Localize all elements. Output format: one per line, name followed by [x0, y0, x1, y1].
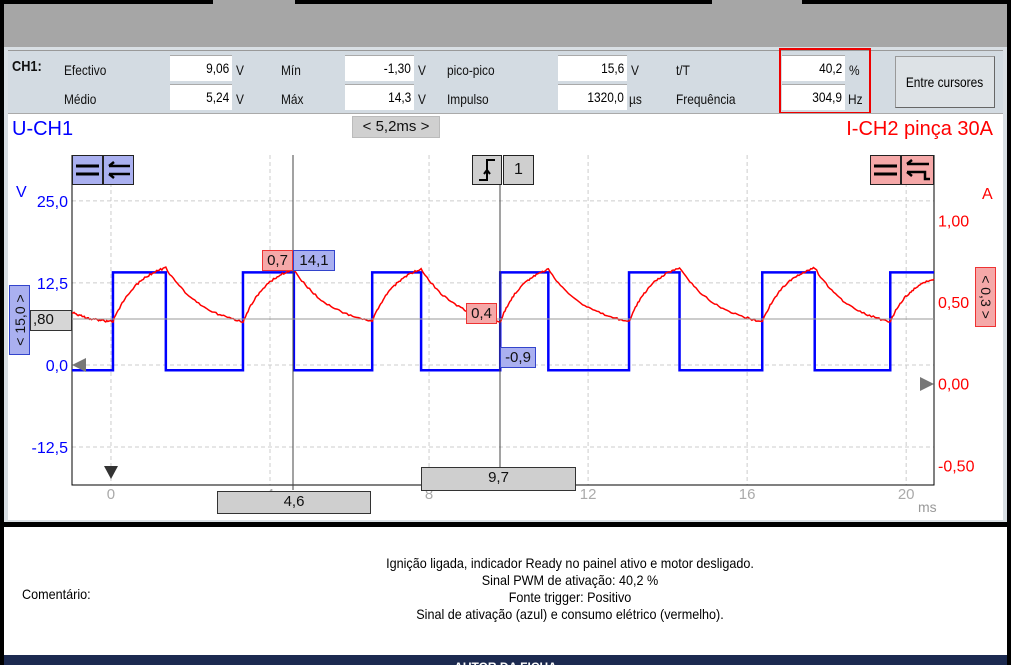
- equals-icon: [874, 164, 897, 176]
- cursor-1-ch2-readout: 0,7: [262, 250, 293, 271]
- y-right-tick-label: 0,00: [938, 377, 969, 394]
- arrow-left-icon: [108, 161, 130, 179]
- y-right-unit: A: [982, 186, 993, 203]
- unit: µs: [629, 91, 642, 107]
- min-label: Mín: [281, 62, 301, 78]
- unit: V: [631, 62, 639, 78]
- y-right-tick-label: 1,00: [938, 213, 969, 230]
- y-left-tick-label: 25,0: [37, 194, 68, 211]
- ch1-zero-marker-icon: [72, 358, 86, 372]
- rising-edge-icon: [479, 159, 495, 181]
- unit: Hz: [848, 91, 863, 107]
- ch1-offset-button[interactable]: [103, 155, 134, 185]
- equals-icon: [76, 164, 99, 176]
- ch2-offset-button[interactable]: [901, 155, 934, 185]
- plot-background: [72, 155, 934, 485]
- horizontal-cursor-handle[interactable]: ,80: [30, 310, 72, 331]
- comment-line: Ignição ligada, indicador Ready no paine…: [386, 555, 754, 571]
- channel-label: CH1:: [12, 58, 42, 75]
- comment-section: Comentário: Ignição ligada, indicador Re…: [4, 527, 1007, 655]
- ch2-scale-button[interactable]: [870, 155, 901, 185]
- x-tick-label: 20: [898, 486, 915, 503]
- cursor-2-ch2-readout: 0,4: [466, 303, 497, 324]
- ch1-title: U-CH1: [12, 118, 74, 140]
- unit: V: [236, 62, 244, 78]
- comment-line: Fonte trigger: Positivo: [508, 589, 632, 605]
- medio-value: 5,24: [170, 84, 232, 110]
- comment-line: Sinal de ativação (azul) e consumo elétr…: [416, 606, 724, 622]
- unit: V: [418, 62, 426, 78]
- cursor-2-ch1-readout: -0,9: [500, 347, 536, 368]
- picopico-label: pico-pico: [447, 62, 495, 78]
- arrow-left-icon: [906, 159, 930, 181]
- divider: [4, 522, 1007, 527]
- medio-label: Médio: [64, 91, 97, 107]
- x-tick-label: 0: [107, 486, 115, 503]
- max-value: 14,3: [345, 84, 414, 110]
- top-tab: [213, 0, 295, 6]
- frequencia-value: 304,9: [782, 84, 845, 110]
- comment-label: Comentário:: [22, 586, 91, 602]
- timebase-button[interactable]: < 5,2ms >: [352, 116, 440, 138]
- picopico-value: 15,6: [558, 55, 627, 81]
- trigger-channel-button[interactable]: 1: [503, 155, 534, 185]
- frequencia-label: Frequência: [676, 91, 736, 107]
- comment-line: Sinal PWM de ativação: 40,2 %: [481, 572, 659, 588]
- footer-bar: AUTOR DA FICHA: [4, 655, 1007, 665]
- impulso-label: Impulso: [447, 91, 489, 107]
- max-label: Máx: [281, 91, 304, 107]
- x-tick-label: 16: [739, 486, 756, 503]
- y-right-tick-label: 0,50: [938, 295, 969, 312]
- tT-value: 40,2: [782, 55, 845, 81]
- efectivo-value: 9,06: [170, 55, 232, 81]
- y-left-tick-label: 0,0: [46, 358, 68, 375]
- trigger-position-marker-icon: [104, 466, 118, 479]
- unit: V: [236, 91, 244, 107]
- efectivo-label: Efectivo: [64, 62, 107, 78]
- x-unit: ms: [918, 499, 937, 515]
- top-band: [4, 4, 1007, 47]
- ch2-title: I-CH2 pinça 30A: [846, 118, 993, 140]
- impulso-value: 1320,0: [558, 84, 627, 110]
- between-cursors-button[interactable]: Entre cursores: [895, 56, 995, 108]
- ch1-scale-button[interactable]: [72, 155, 103, 185]
- top-tab: [712, 0, 802, 6]
- ch2-zero-marker-icon: [920, 377, 934, 391]
- min-value: -1,30: [345, 55, 414, 81]
- y-left-unit: V: [16, 184, 27, 201]
- ch1-scale-stepper[interactable]: < 15,0 >: [9, 285, 30, 355]
- ch2-scale-stepper[interactable]: < 0,3 >: [975, 267, 996, 327]
- unit: V: [418, 91, 426, 107]
- cursor-2-handle[interactable]: 9,7: [421, 467, 576, 491]
- tT-label: t/T: [676, 62, 690, 78]
- trigger-edge-button[interactable]: [472, 155, 502, 185]
- unit: %: [849, 62, 860, 78]
- y-right-tick-label: -0,50: [938, 458, 975, 475]
- grid: [72, 155, 934, 485]
- x-tick-label: 8: [425, 486, 433, 503]
- cursor-1-handle[interactable]: 4,6: [217, 491, 371, 514]
- cursor-1-ch1-readout: 14,1: [293, 250, 335, 271]
- x-tick-label: 12: [580, 486, 597, 503]
- y-left-tick-label: 12,5: [37, 276, 68, 293]
- y-left-tick-label: -12,5: [32, 440, 69, 457]
